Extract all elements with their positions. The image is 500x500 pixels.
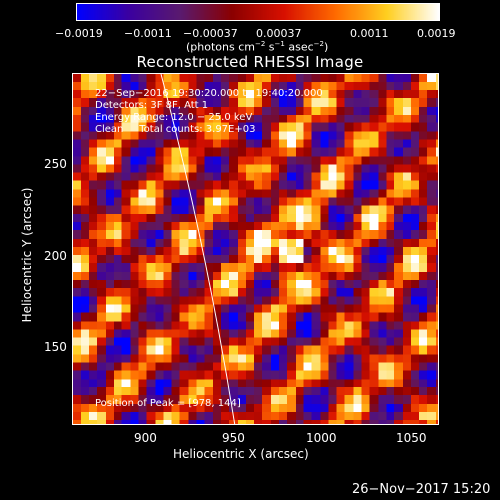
x-tick-label: 900 (134, 431, 157, 445)
y-tick-label: 250 (44, 157, 67, 171)
plot-title: Reconstructed RHESSI Image (136, 53, 364, 71)
info-clean: Clean Total counts: 3.97E+03 (95, 124, 256, 135)
colorbar-tick: 0.0019 (417, 27, 456, 40)
limb-curve (160, 74, 236, 424)
x-tick-label: 950 (222, 431, 245, 445)
x-axis-label: Heliocentric X (arcsec) (173, 447, 309, 461)
info-energy: Energy Range: 12.0 − 25.0 keV (95, 112, 253, 123)
solar-limb (160, 74, 236, 424)
y-axis-label: Heliocentric Y (arcsec) (20, 187, 34, 323)
colorbar-tick: 0.00037 (256, 27, 302, 40)
colorbar (76, 3, 440, 21)
colorbar-tick: −0.00037 (183, 27, 238, 40)
x-tick-label: 1000 (306, 431, 337, 445)
y-tick-label: 200 (44, 249, 67, 263)
colorbar-units: (photons cm−2 s−1 asec−2) (186, 40, 329, 54)
colorbar-tick: −0.0011 (124, 27, 172, 40)
plot-timestamp: 26−Nov−2017 15:20 (352, 482, 491, 497)
colorbar-tick: 0.0011 (350, 27, 389, 40)
y-tick-label: 150 (44, 340, 67, 354)
plot-area: 22−Sep−2016 19:30:20.000 to 19:40:20.000… (72, 73, 439, 425)
x-tick-label: 1050 (396, 431, 427, 445)
rhessi-image (73, 74, 438, 424)
info-detectors: Detectors: 3F 8F, Att 1 (95, 100, 209, 111)
info-peak: Position of Peak = [978, 144] (95, 398, 241, 409)
colorbar-tick: −0.0019 (55, 27, 103, 40)
info-time-range: 22−Sep−2016 19:30:20.000 to 19:40:20.000 (95, 88, 323, 99)
